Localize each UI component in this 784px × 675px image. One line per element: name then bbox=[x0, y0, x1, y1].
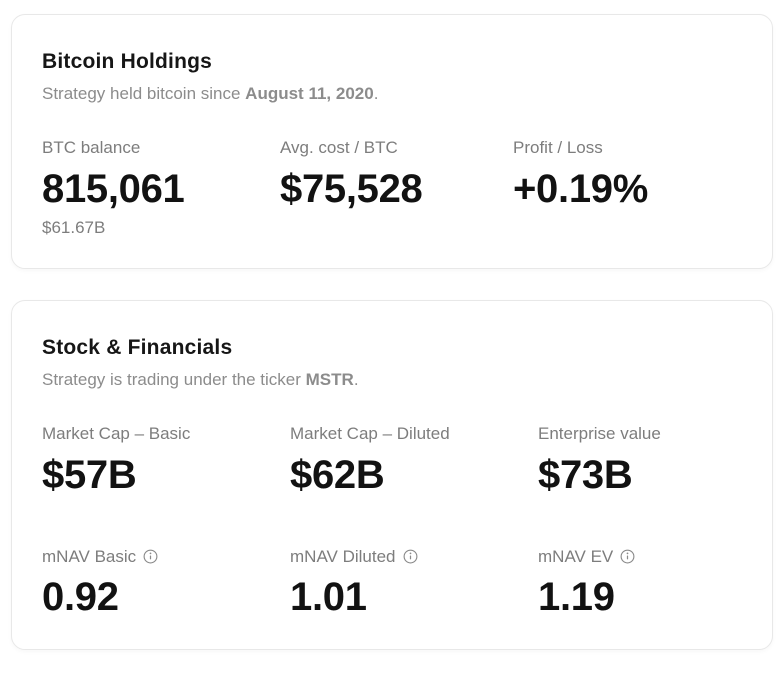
stock-card-subtitle: Strategy is trading under the ticker MST… bbox=[42, 369, 742, 391]
info-icon[interactable] bbox=[620, 549, 635, 564]
mnav-stats-row: mNAV Basic 0.92 mNAV Diluted 1.01 mNAV E… bbox=[42, 547, 742, 619]
valuation-stats-row: Market Cap – Basic $57B Market Cap – Dil… bbox=[42, 424, 742, 496]
stock-financials-card: Stock & Financials Strategy is trading u… bbox=[11, 299, 773, 650]
stat-mnav-diluted-label-text: mNAV Diluted bbox=[290, 546, 396, 566]
ticker-symbol: MSTR bbox=[305, 370, 354, 390]
bitcoin-subtitle-period: . bbox=[373, 84, 379, 104]
bitcoin-card-subtitle: Strategy held bitcoin since August 11, 2… bbox=[42, 83, 742, 105]
stat-btc-balance-label: BTC balance bbox=[42, 138, 141, 158]
stat-profit-loss-value: +0.19% bbox=[513, 166, 648, 211]
info-icon[interactable] bbox=[143, 549, 158, 564]
bitcoin-holdings-card: Bitcoin Holdings Strategy held bitcoin s… bbox=[11, 14, 773, 269]
stat-mnav-diluted-label: mNAV Diluted bbox=[290, 547, 538, 567]
stat-market-cap-diluted: Market Cap – Diluted $62B bbox=[290, 424, 538, 496]
stat-mnav-ev-label: mNAV EV bbox=[538, 547, 742, 567]
stat-mnav-basic-label-text: mNAV Basic bbox=[42, 546, 137, 566]
stat-avg-cost: Avg. cost / BTC $75,528 bbox=[280, 138, 513, 237]
stat-market-cap-basic: Market Cap – Basic $57B bbox=[42, 424, 290, 496]
stat-mnav-basic: mNAV Basic 0.92 bbox=[42, 547, 290, 619]
stat-profit-loss-label: Profit / Loss bbox=[513, 138, 603, 158]
stock-subtitle-period: . bbox=[353, 370, 359, 390]
stat-mnav-diluted-value: 1.01 bbox=[290, 574, 367, 619]
stat-btc-balance-usd: $61.67B bbox=[42, 217, 106, 237]
stat-market-cap-basic-value: $57B bbox=[42, 452, 137, 497]
stat-profit-loss: Profit / Loss +0.19% bbox=[513, 138, 742, 237]
stat-enterprise-value: Enterprise value $73B bbox=[538, 424, 742, 496]
stat-btc-balance: BTC balance 815,061 $61.67B bbox=[42, 138, 280, 237]
stat-mnav-diluted: mNAV Diluted 1.01 bbox=[290, 547, 538, 619]
stat-market-cap-basic-label: Market Cap – Basic bbox=[42, 424, 191, 444]
stat-avg-cost-value: $75,528 bbox=[280, 166, 423, 211]
stat-mnav-ev-value: 1.19 bbox=[538, 574, 615, 619]
stock-card-title: Stock & Financials bbox=[42, 335, 233, 359]
bitcoin-subtitle-text: Strategy held bitcoin since bbox=[42, 84, 246, 104]
stat-mnav-ev: mNAV EV 1.19 bbox=[538, 547, 742, 619]
bitcoin-holdings-since-date: August 11, 2020 bbox=[245, 84, 374, 104]
stat-btc-balance-value: 815,061 bbox=[42, 166, 185, 211]
stat-mnav-ev-label-text: mNAV EV bbox=[538, 546, 614, 566]
stat-market-cap-diluted-value: $62B bbox=[290, 452, 385, 497]
stat-mnav-basic-value: 0.92 bbox=[42, 574, 119, 619]
stat-avg-cost-label: Avg. cost / BTC bbox=[280, 138, 398, 158]
bitcoin-stats-row: BTC balance 815,061 $61.67B Avg. cost / … bbox=[42, 138, 742, 237]
stat-enterprise-value-label: Enterprise value bbox=[538, 424, 661, 444]
stat-mnav-basic-label: mNAV Basic bbox=[42, 547, 290, 567]
bitcoin-card-title: Bitcoin Holdings bbox=[42, 50, 213, 73]
stat-enterprise-value-value: $73B bbox=[538, 452, 633, 497]
info-icon[interactable] bbox=[403, 549, 418, 564]
stat-market-cap-diluted-label: Market Cap – Diluted bbox=[290, 424, 450, 444]
stock-subtitle-text: Strategy is trading under the ticker bbox=[42, 370, 306, 390]
